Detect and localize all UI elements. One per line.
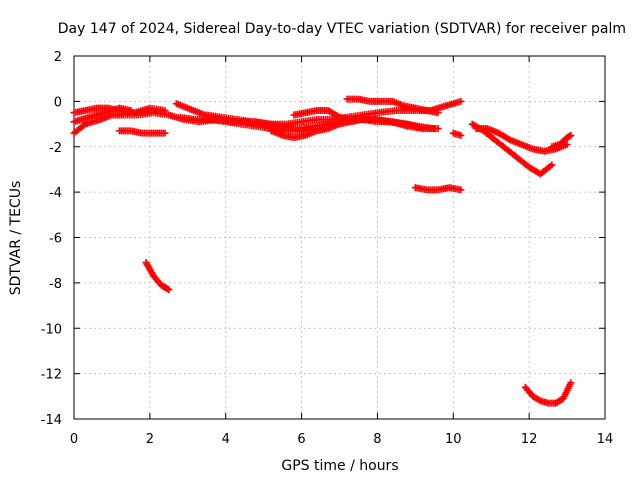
chart-title: Day 147 of 2024, Sidereal Day-to-day VTE… <box>58 21 626 37</box>
y-axis-label: SDTVAR / TECUs <box>8 181 24 296</box>
y-tick-label: -14 <box>41 413 62 428</box>
y-tick-label: -2 <box>49 141 62 156</box>
x-tick-label: 4 <box>222 432 230 447</box>
series-arc-10 <box>290 106 427 133</box>
y-tick-label: 0 <box>54 95 62 110</box>
x-axis-label: GPS time / hours <box>281 458 398 474</box>
x-tick-label: 0 <box>70 432 78 447</box>
axis-ticks: 0 2 4 6 8 10 12 14 2 0 -2 -4 -6 -8 -10 -12 -14 <box>41 50 614 447</box>
data-point <box>434 125 442 133</box>
data-point <box>548 161 556 169</box>
x-tick-label: 12 <box>521 432 538 447</box>
data-point <box>457 131 465 139</box>
data-point <box>419 125 427 133</box>
data-point <box>457 97 465 105</box>
y-tick-label: -8 <box>49 277 62 292</box>
data-point <box>563 140 571 148</box>
series-arc-12 <box>411 184 465 194</box>
y-tick-label: 2 <box>54 50 62 65</box>
series-arc-4 <box>116 127 169 137</box>
series-arc-11 <box>343 95 442 117</box>
series-arc-3 <box>70 104 135 126</box>
x-tick-label: 2 <box>146 432 154 447</box>
y-tick-label: -6 <box>49 232 62 247</box>
data-point <box>535 396 543 404</box>
x-tick-label: 14 <box>597 432 614 447</box>
x-tick-label: 8 <box>373 432 381 447</box>
data-series <box>70 95 575 407</box>
series-arc-16 <box>548 131 575 151</box>
series-arc-15 <box>468 120 556 178</box>
data-point <box>127 106 135 114</box>
y-tick-label: -12 <box>41 368 62 383</box>
data-point <box>567 131 575 139</box>
y-tick-label: -10 <box>41 322 62 337</box>
y-tick-label: -4 <box>49 186 62 201</box>
data-point <box>434 109 442 117</box>
series-arc-14 <box>472 125 571 155</box>
series-arc-13 <box>449 129 465 139</box>
series-arc-17 <box>521 379 575 407</box>
series-arc-5 <box>142 258 173 294</box>
x-tick-label: 10 <box>445 432 462 447</box>
data-point <box>457 186 465 194</box>
data-point <box>161 129 169 137</box>
data-point <box>567 379 575 387</box>
x-tick-label: 6 <box>297 432 305 447</box>
data-point <box>165 286 173 294</box>
